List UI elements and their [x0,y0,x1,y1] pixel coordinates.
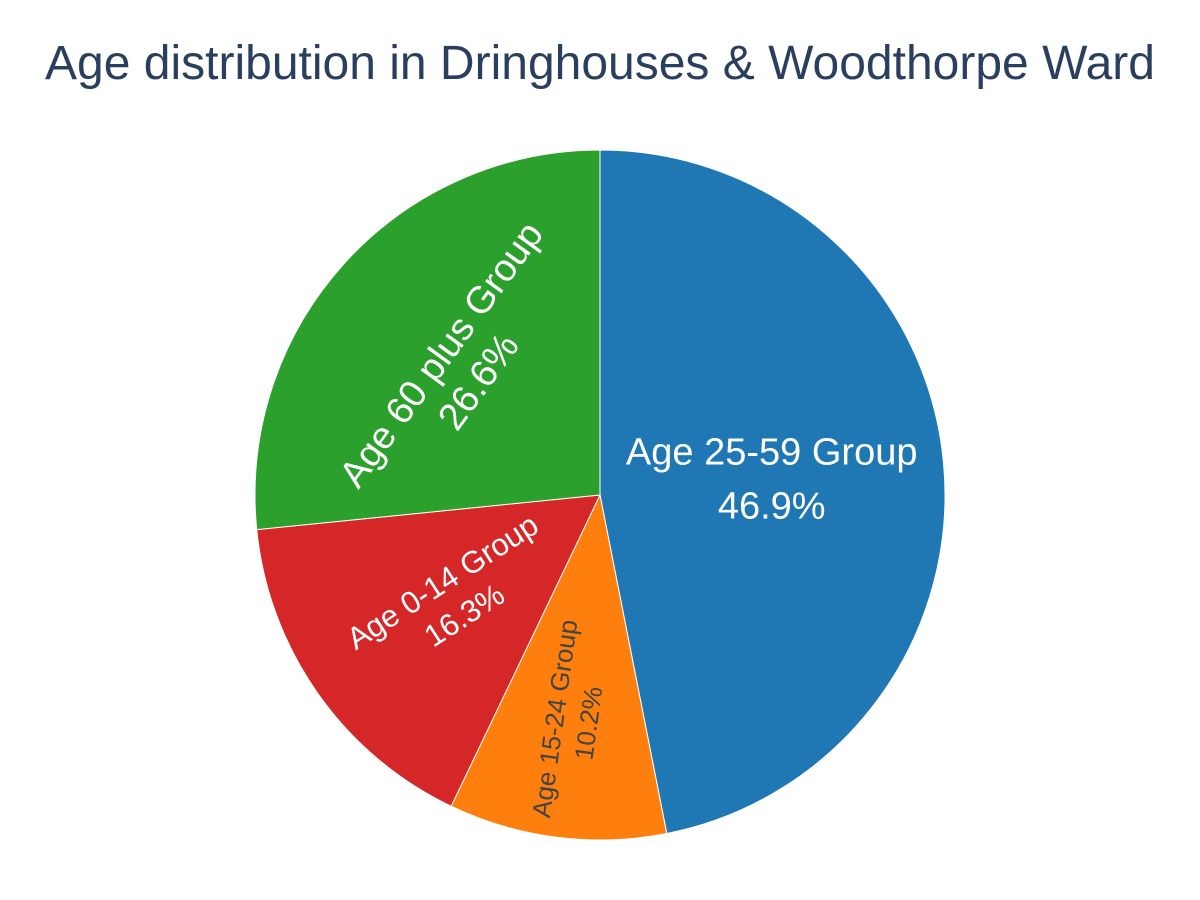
chart-title: Age distribution in Dringhouses & Woodth… [45,37,1155,90]
slice-percent-label: 46.9% [718,486,826,528]
pie-slice-age-60-plus-group [254,149,601,531]
slice-label-age-25-59-group: Age 25-59 Group 46.9% [626,432,918,528]
pie-slice-age-0-14-group [256,494,601,807]
slice-category-label: Age 25-59 Group [626,432,918,474]
pie-slices [254,149,946,841]
pie-slice-age-25-59-group [599,149,946,835]
pie-slice-age-15-24-group [450,493,668,841]
